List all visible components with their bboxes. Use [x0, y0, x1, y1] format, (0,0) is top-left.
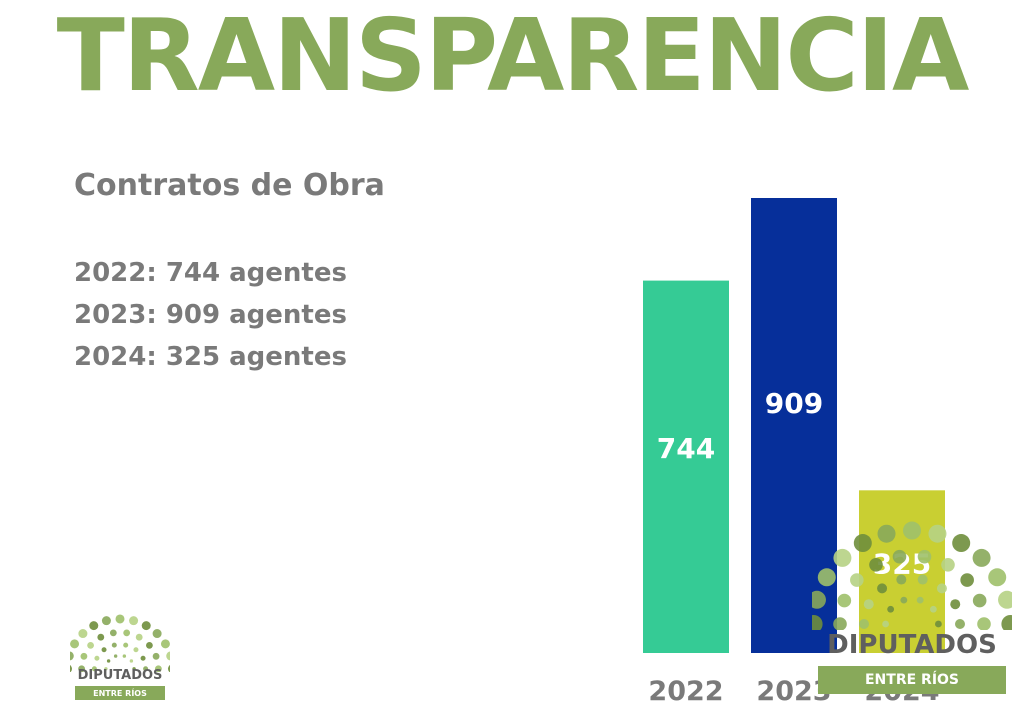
- logo-dot: [941, 557, 955, 572]
- logo-dots-icon: [812, 521, 1012, 630]
- diputados-logo-large: DIPUTADOS ENTRE RÍOS: [812, 510, 1012, 700]
- logo-dot: [129, 616, 139, 626]
- diputados-logo-small: DIPUTADOS ENTRE RÍOS: [70, 608, 170, 702]
- logo-dot: [936, 583, 947, 594]
- logo-band: ENTRE RÍOS: [818, 666, 1006, 694]
- logo-dot: [109, 629, 117, 637]
- logo-dot: [929, 605, 937, 613]
- logo-dot: [859, 619, 869, 629]
- logo-dot: [869, 557, 883, 572]
- logo-dot: [94, 655, 100, 661]
- logo-dot: [123, 642, 129, 648]
- logo-dot: [900, 596, 908, 604]
- logo-dot: [155, 665, 162, 672]
- logo-dot: [935, 620, 942, 628]
- logo-dot: [960, 573, 974, 587]
- logo-dot: [928, 524, 947, 543]
- logo-dot: [101, 616, 111, 626]
- logo-dot: [916, 596, 924, 604]
- logo-word: DIPUTADOS: [827, 630, 997, 660]
- logo-dot: [952, 534, 971, 553]
- logo-dot: [78, 665, 85, 672]
- logo-dot: [877, 583, 888, 594]
- logo-dot: [903, 521, 921, 540]
- summary-line-2023: 2023: 909 agentes: [74, 300, 347, 330]
- logo-dot: [837, 593, 852, 608]
- logo-word: DIPUTADOS: [77, 668, 163, 683]
- logo-band: ENTRE RÍOS: [75, 686, 165, 700]
- logo-dot: [152, 652, 160, 660]
- summary-list: 2022: 744 agentes 2023: 909 agentes 2024…: [74, 252, 347, 378]
- x-tick-2022: 2022: [648, 676, 723, 707]
- logo-dot: [917, 574, 928, 585]
- logo-dot: [850, 573, 864, 587]
- logo-dot: [70, 665, 73, 672]
- logo-dot: [833, 617, 847, 630]
- logo-dot: [146, 641, 153, 649]
- bar-2024: [859, 490, 945, 653]
- logo-dot: [101, 647, 107, 653]
- logo-dot: [950, 599, 961, 610]
- logo-dot: [89, 621, 99, 631]
- logo-dot: [80, 652, 88, 660]
- logo-dot: [955, 619, 965, 629]
- logo-dot: [1001, 615, 1012, 630]
- logo-dot: [104, 667, 108, 671]
- logo-dot: [115, 614, 125, 624]
- logo-dot: [141, 621, 151, 631]
- bar-2022: [643, 280, 729, 653]
- data-label-2023: 909: [765, 387, 823, 420]
- logo-dot: [896, 574, 907, 585]
- data-label-2022: 744: [657, 432, 715, 465]
- logo-dot: [123, 629, 131, 637]
- logo-dot: [166, 651, 170, 661]
- logo-dot: [167, 665, 170, 672]
- logo-dot: [972, 593, 987, 608]
- logo-dot: [91, 666, 97, 672]
- section-subtitle: Contratos de Obra: [74, 168, 385, 203]
- logo-dot: [132, 667, 136, 671]
- logo-dot: [143, 666, 149, 672]
- logo-dot: [111, 642, 117, 648]
- logo-dot: [988, 568, 1007, 587]
- summary-line-2024: 2024: 325 agentes: [74, 342, 347, 372]
- logo-dot: [863, 599, 874, 610]
- logo-dot: [917, 549, 932, 564]
- logo-dot: [106, 659, 111, 663]
- logo-dot: [70, 651, 74, 661]
- logo-dot: [892, 549, 907, 564]
- logo-dot: [122, 654, 127, 658]
- summary-line-2022: 2022: 744 agentes: [74, 258, 347, 288]
- logo-dot: [882, 620, 889, 628]
- logo-dot: [135, 633, 143, 641]
- logo-dot: [817, 568, 836, 587]
- logo-dot: [977, 617, 991, 630]
- logo-dot: [972, 548, 991, 567]
- logo-dot: [877, 524, 896, 543]
- logo-dot: [70, 639, 80, 649]
- logo-dot: [853, 534, 872, 553]
- logo-dot: [78, 629, 88, 639]
- logo-dot: [87, 641, 94, 649]
- logo-dot: [133, 647, 139, 653]
- logo-dot: [113, 654, 118, 658]
- logo-dot: [833, 548, 852, 567]
- logo-dot: [140, 655, 146, 661]
- logo-dot: [152, 629, 162, 639]
- logo-dot: [160, 639, 170, 649]
- logo-dot: [812, 590, 826, 609]
- logo-dot: [998, 590, 1012, 609]
- page-title: TRANSPARENCIA: [56, 2, 970, 110]
- logo-dots-icon: [70, 614, 170, 672]
- logo-dot: [129, 659, 134, 663]
- logo-dot: [812, 615, 823, 630]
- logo-dot: [97, 633, 105, 641]
- logo-dot: [887, 605, 895, 613]
